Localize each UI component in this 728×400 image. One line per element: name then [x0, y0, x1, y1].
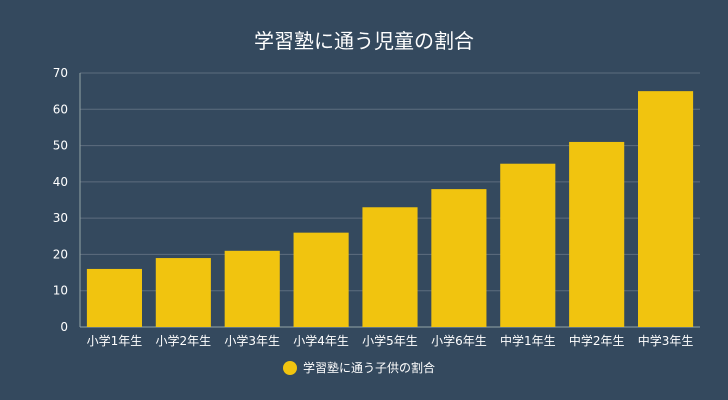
bar[interactable] [155, 258, 211, 327]
chart-title: 学習塾に通う児童の割合 [254, 29, 474, 53]
y-tick-label: 40 [53, 175, 68, 189]
bars [86, 91, 694, 328]
legend-marker [283, 361, 297, 375]
legend-label: 学習塾に通う子供の割合 [303, 360, 435, 375]
bar[interactable] [362, 207, 418, 327]
x-tick-label: 中学2年生 [569, 333, 625, 348]
y-tick-label: 30 [53, 211, 68, 225]
x-tick-label: 小学2年生 [156, 333, 212, 348]
bar[interactable] [638, 91, 694, 328]
x-tick-label: 小学1年生 [87, 333, 143, 348]
y-tick-label: 0 [60, 320, 68, 334]
legend[interactable]: 学習塾に通う子供の割合 [283, 360, 435, 375]
x-tick-label: 小学5年生 [362, 333, 418, 348]
bar[interactable] [224, 250, 280, 327]
x-axis: 小学1年生 小学2年生 小学3年生 小学4年生 小学5年生 小学6年生 中学1年生 中学2年生… [87, 333, 694, 348]
x-tick-label: 小学3年生 [224, 333, 280, 348]
y-tick-label: 60 [53, 102, 68, 116]
x-tick-label: 小学6年生 [431, 333, 487, 348]
bar[interactable] [293, 232, 349, 327]
x-tick-label: 中学3年生 [638, 333, 694, 348]
y-tick-label: 20 [53, 247, 68, 261]
y-tick-label: 70 [53, 66, 68, 80]
bar[interactable] [431, 189, 487, 327]
y-tick-label: 10 [53, 284, 68, 298]
x-tick-label: 小学4年生 [293, 333, 349, 348]
bar[interactable] [500, 163, 556, 327]
x-tick-label: 中学1年生 [500, 333, 556, 348]
bar[interactable] [86, 268, 142, 327]
bar[interactable] [569, 141, 625, 327]
y-tick-label: 50 [53, 139, 68, 153]
y-axis: 0 10 20 30 40 50 60 70 [53, 66, 81, 334]
